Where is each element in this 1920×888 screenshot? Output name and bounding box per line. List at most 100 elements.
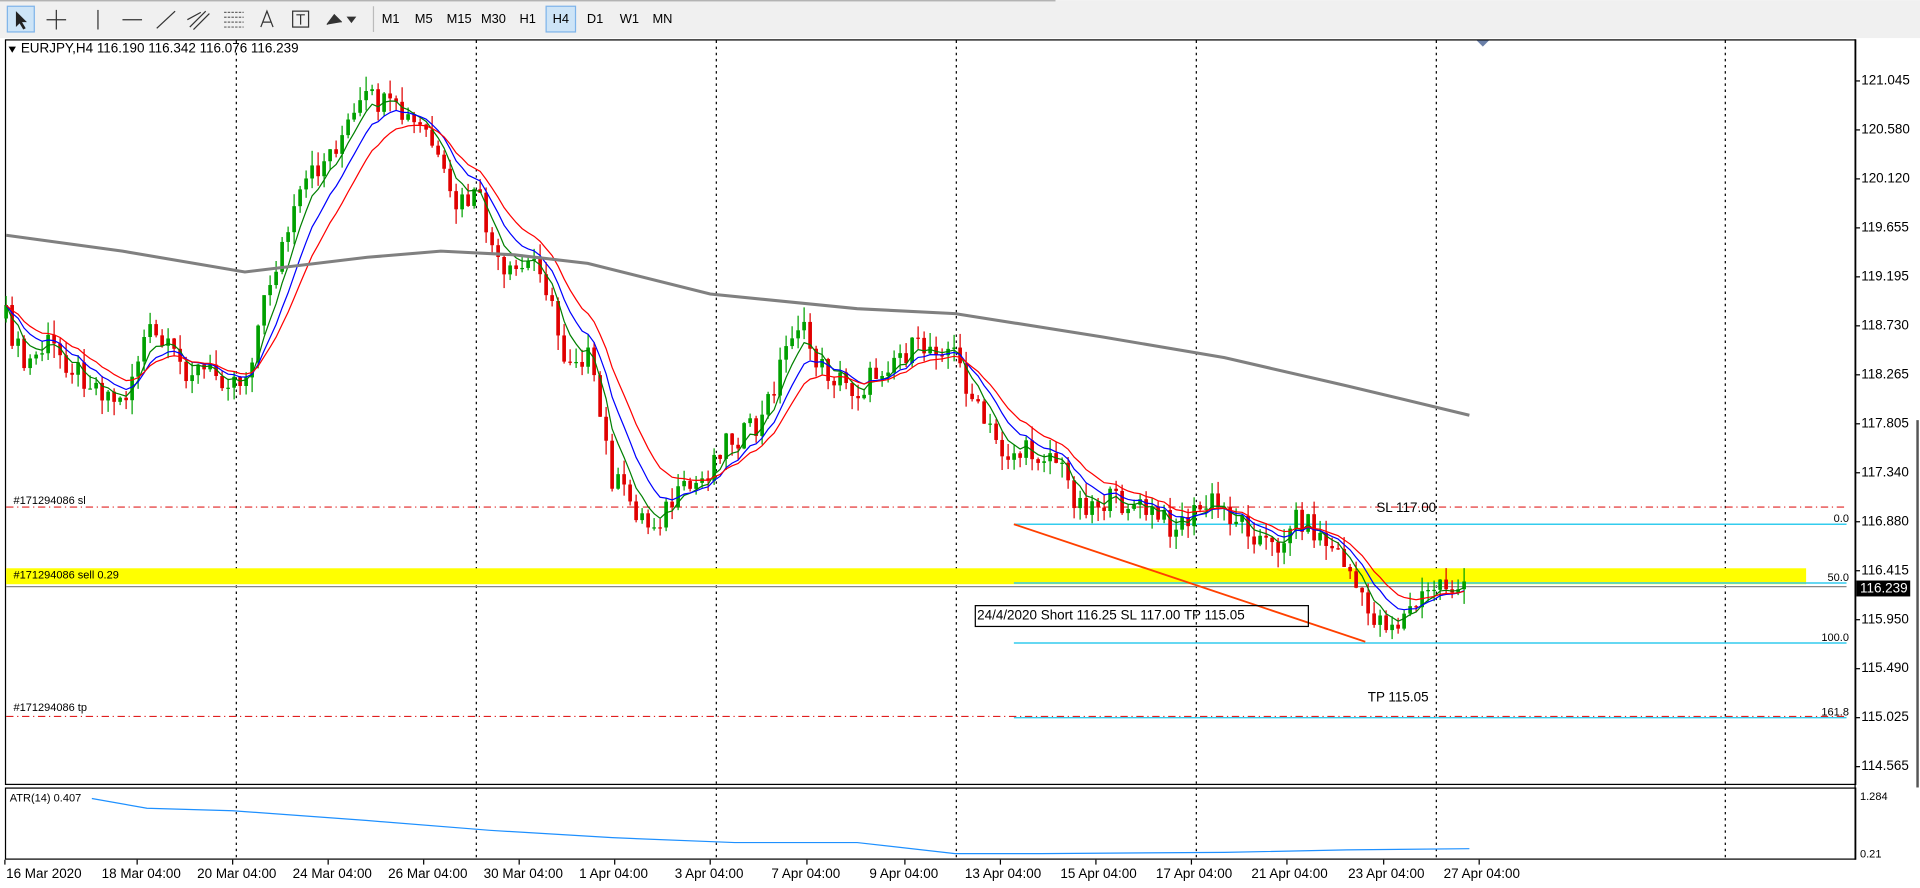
candle-body	[1222, 506, 1226, 508]
candle-body	[1414, 606, 1418, 608]
candle-body	[538, 258, 542, 275]
candle-body	[160, 335, 164, 346]
candle-body	[442, 154, 446, 169]
candle-body	[946, 348, 950, 356]
candle-body	[862, 394, 866, 399]
candle-body	[172, 338, 176, 349]
candle-body	[1432, 589, 1436, 592]
candle-body	[1402, 613, 1406, 629]
timeframe-button[interactable]: M15	[447, 11, 472, 26]
candle-body	[64, 355, 68, 373]
candle-body	[400, 101, 404, 120]
price-label: 116.415	[1861, 562, 1909, 577]
label-button[interactable]	[292, 10, 310, 28]
candle-body	[610, 440, 614, 489]
timeframe-button[interactable]: H4	[553, 11, 569, 26]
candle-body	[616, 474, 620, 489]
candle-body	[784, 346, 788, 360]
shift-marker	[1476, 40, 1489, 47]
candle-body	[364, 91, 368, 101]
time-label: 20 Mar 04:00	[197, 866, 276, 881]
sell-band	[6, 568, 1807, 585]
timeframe-button[interactable]: MN	[652, 11, 672, 26]
timeframe-button[interactable]: W1	[620, 11, 639, 26]
time-label: 21 Apr 04:00	[1251, 866, 1327, 881]
candle-body	[10, 305, 14, 346]
sl-annotation: SL 117.00	[1376, 500, 1436, 515]
candle-body	[412, 114, 416, 123]
candle-body	[148, 324, 152, 338]
trend-line	[1013, 523, 1366, 643]
candle-body	[256, 325, 260, 363]
crosshair-button[interactable]	[46, 9, 67, 30]
candle-body	[1438, 579, 1442, 590]
candle-body	[154, 324, 158, 336]
scrollbar[interactable]	[1916, 420, 1919, 788]
candle-body	[70, 372, 74, 375]
indicator-scale: 1.284	[1860, 791, 1888, 803]
candle-body	[1168, 510, 1172, 537]
candle-body	[964, 363, 968, 394]
price-label: 115.025	[1861, 709, 1909, 724]
fibo-label: 161.8	[1821, 707, 1849, 719]
candle-body	[688, 481, 692, 489]
candle-body	[1384, 615, 1388, 631]
candle-body	[328, 149, 332, 162]
timeframe-button[interactable]: M1	[382, 11, 400, 26]
candle-body	[640, 513, 644, 521]
candle-body	[586, 347, 590, 367]
candle-body	[1150, 506, 1154, 515]
candle-body	[250, 362, 254, 378]
candle-body	[634, 501, 638, 521]
time-label: 27 Apr 04:00	[1444, 866, 1520, 881]
candle-body	[1096, 501, 1100, 508]
moving-average	[5, 100, 1465, 622]
current-price-box	[1856, 580, 1911, 597]
candle-body	[406, 114, 410, 120]
trendline-button[interactable]	[156, 10, 176, 29]
candle-body	[82, 362, 86, 389]
arrows-button[interactable]	[326, 13, 357, 25]
fibo-label: 50.0	[1828, 572, 1849, 584]
candle-body	[370, 89, 374, 92]
candle-body	[472, 189, 476, 206]
candle-body	[1090, 501, 1094, 515]
candle-body	[592, 347, 596, 376]
candle-body	[1342, 548, 1346, 567]
candle-body	[322, 161, 326, 177]
fibo-labels: 0.0 50.0 100.0 161.8	[1821, 513, 1849, 718]
candle-body	[232, 376, 236, 388]
candle-body	[28, 358, 32, 369]
candle-body	[520, 267, 524, 270]
candle-body	[718, 454, 722, 459]
timeframe-button[interactable]: H1	[520, 11, 536, 26]
candle-body	[1348, 566, 1352, 572]
candle-body	[652, 527, 656, 529]
candle-body	[982, 401, 986, 424]
candle-body	[34, 354, 38, 359]
indicator-scale: 0.21	[1860, 849, 1881, 861]
time-label: 24 Mar 04:00	[293, 866, 372, 881]
candle-body	[526, 260, 530, 268]
timeframe-button[interactable]: D1	[587, 11, 603, 26]
candle-body	[1234, 521, 1238, 525]
price-label: 121.045	[1861, 73, 1910, 88]
channel-button[interactable]	[187, 10, 210, 30]
fibo-button[interactable]	[224, 11, 244, 28]
candle-body	[1036, 459, 1040, 463]
candle-body	[568, 361, 572, 363]
text-button[interactable]	[260, 9, 274, 28]
candle-body	[1126, 508, 1130, 514]
candle-body	[334, 149, 338, 154]
candle-body	[1240, 515, 1244, 522]
candle-body	[664, 501, 668, 528]
timeframe-button[interactable]: M30	[481, 11, 506, 26]
candle-body	[1246, 515, 1250, 537]
time-label: 13 Apr 04:00	[965, 866, 1041, 881]
candle-body	[352, 112, 356, 120]
candle-body	[1000, 439, 1004, 457]
timeframe-button[interactable]: M5	[415, 11, 433, 26]
candle-body	[820, 359, 824, 368]
candle-body	[580, 361, 584, 367]
candle-body	[502, 256, 506, 275]
